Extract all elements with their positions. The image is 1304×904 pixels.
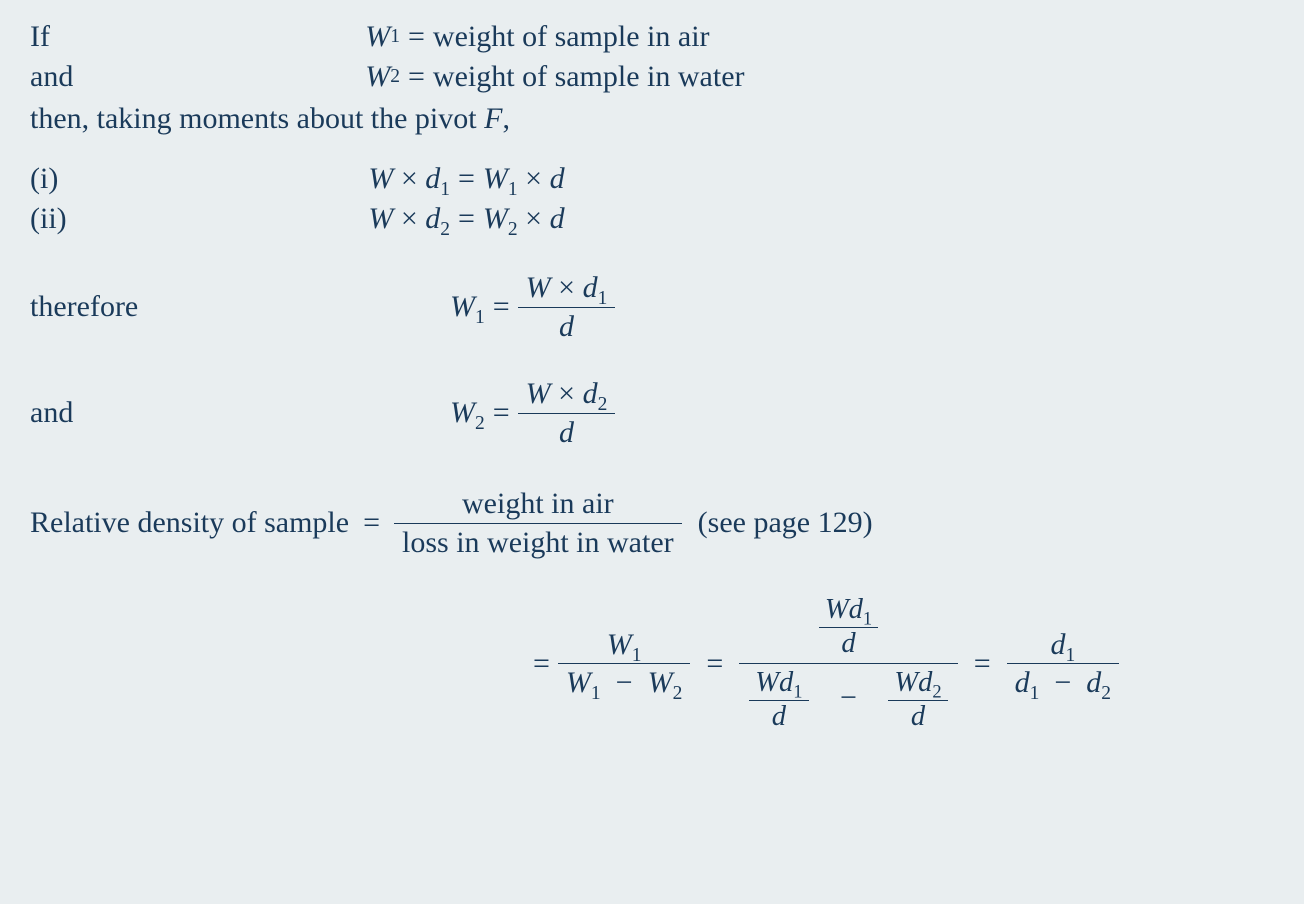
if-label: If — [30, 20, 240, 54]
w2-solve-row: and W2 = W × d2 d — [30, 378, 1274, 448]
final-frac-2: Wd1 d Wd1 d − Wd2 — [739, 594, 957, 733]
rel-frac: weight in air loss in weight in water — [394, 488, 682, 558]
w2-symbol: W2 — [240, 60, 400, 94]
roman-ii: (ii) — [30, 202, 90, 236]
w2-solve-frac: W × d2 d — [518, 378, 616, 448]
eq2-lhs: W × d2 — [270, 202, 450, 236]
final-frac-1: W1 W1 − W2 — [558, 629, 690, 699]
equals: = — [400, 60, 433, 94]
eq2-rhs: W2 × d — [483, 202, 565, 236]
def-row-1: If W1 = weight of sample in air — [30, 20, 1274, 54]
rel-label: Relative density of sample — [30, 506, 349, 540]
eq1-rhs: W1 × d — [483, 162, 565, 196]
eq1-lhs: W × d1 — [270, 162, 450, 196]
w2-def: weight of sample in water — [433, 60, 745, 94]
page: If W1 = weight of sample in air and W2 =… — [0, 0, 1304, 753]
relative-density-def: Relative density of sample = weight in a… — [30, 488, 1274, 558]
w1-symbol: W1 — [240, 20, 400, 54]
moments-line: then, taking moments about the pivot F, — [30, 102, 1274, 136]
and2-label: and — [30, 396, 240, 430]
w1-solve-row: therefore W1 = W × d1 d — [30, 272, 1274, 342]
equals: = — [400, 20, 433, 54]
eq-ii: (ii) W × d2 = W2 × d — [30, 202, 1274, 236]
w1-def: weight of sample in air — [433, 20, 710, 54]
final-frac-3: d1 d1 − d2 — [1007, 629, 1119, 699]
page-ref: (see page 129) — [682, 506, 873, 540]
therefore-label: therefore — [30, 290, 240, 324]
w1-solve-frac: W × d1 d — [518, 272, 616, 342]
and-label: and — [30, 60, 240, 94]
final-equality: = W1 W1 − W2 = Wd1 d — [370, 594, 1274, 733]
w2-solve-lhs: W2 — [450, 396, 485, 430]
moments-text: then, taking moments about the pivot F, — [30, 102, 510, 136]
def-row-2: and W2 = weight of sample in water — [30, 60, 1274, 94]
w1-solve-lhs: W1 — [450, 290, 485, 324]
roman-i: (i) — [30, 162, 90, 196]
eq-i: (i) W × d1 = W1 × d — [30, 162, 1274, 196]
